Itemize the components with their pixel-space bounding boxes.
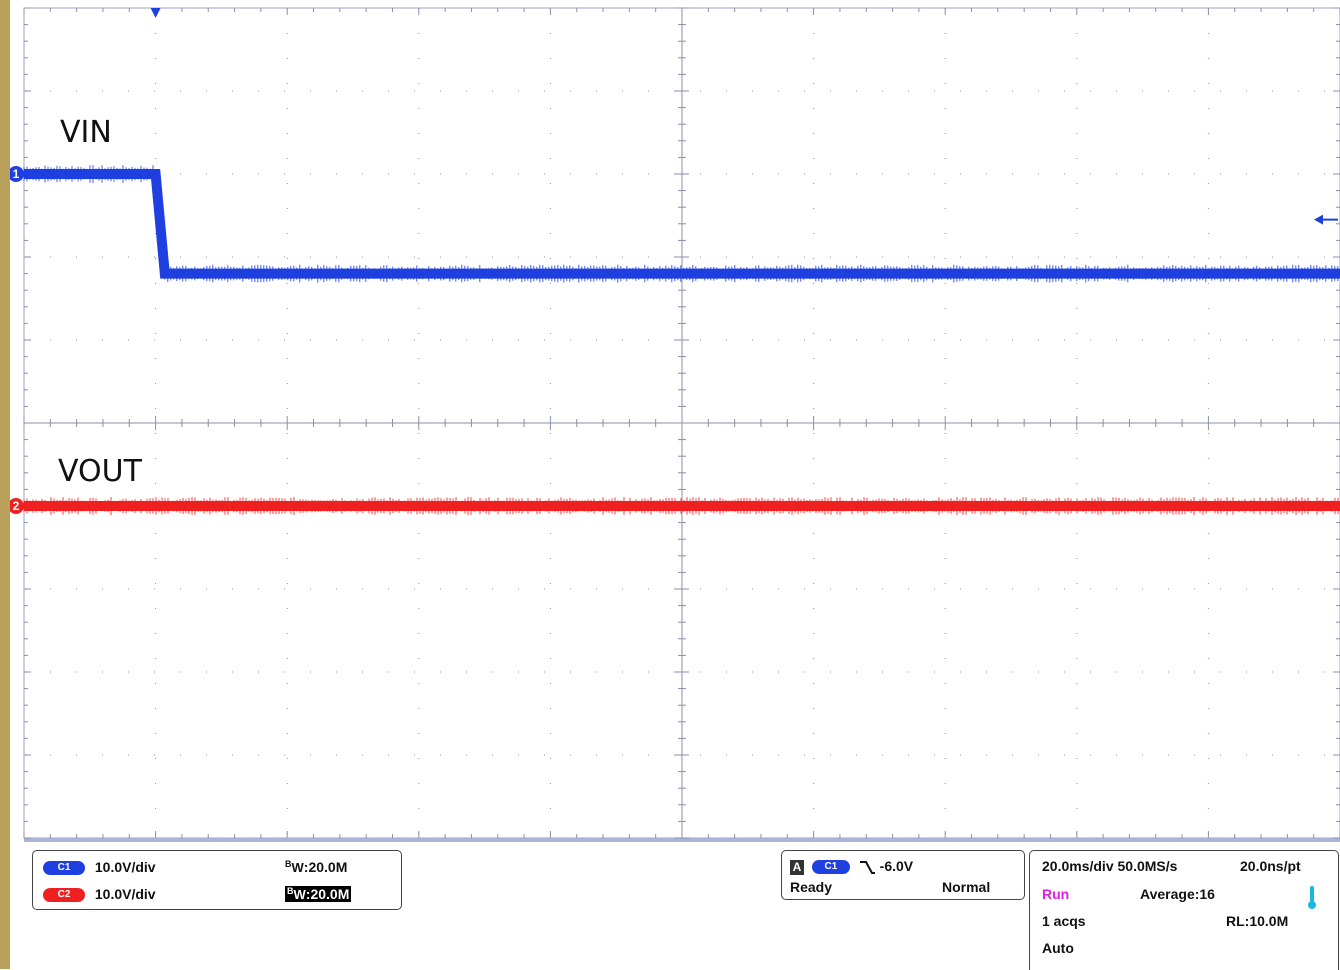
graticule [23, 7, 1340, 842]
trace-label-vin: VIN [60, 115, 112, 150]
channel-panel: C1 10.0V/div BW:20.0M C2 10.0V/div BW:20… [32, 850, 402, 910]
trigger-source-badge[interactable]: C1 [811, 860, 850, 875]
acquisition-count: 1 acqs [1042, 913, 1086, 929]
traces [23, 165, 1340, 515]
waveform-display: 12 VIN VOUT [10, 7, 1340, 842]
channel-scale-c1: 10.0V/div [94, 859, 156, 875]
average-count: Average:16 [1140, 886, 1215, 902]
graticule-bottom-bar [24, 838, 1340, 842]
timebase: 20.0ms/div [1042, 858, 1114, 874]
resolution: 20.0ns/pt [1240, 858, 1301, 874]
trigger-status: Ready [790, 879, 833, 895]
record-length: RL:10.0M [1226, 913, 1289, 929]
left-rail [0, 0, 10, 969]
channel-row-1[interactable]: C1 10.0V/div [43, 859, 156, 876]
trigger-level-arrowhead [1314, 214, 1323, 225]
trigger-a-box: A [790, 860, 804, 875]
run-state[interactable]: Run [1042, 886, 1070, 902]
trigger-position-marker [150, 8, 161, 18]
sample-rate: 50.0MS/s [1117, 858, 1178, 874]
channel-marker-label: 2 [13, 499, 20, 513]
thermometer-icon [1308, 886, 1316, 909]
channel-marker-1 [10, 166, 24, 182]
channel-badge-c1[interactable]: C1 [43, 861, 85, 876]
trigger-panel[interactable]: A C1 -6.0V Ready Normal [781, 850, 1025, 900]
channel-marker-2 [10, 498, 24, 514]
channel-badge-c2[interactable]: C2 [43, 888, 85, 903]
bandwidth-c2: BW:20.0M [285, 886, 352, 902]
acquisition-panel[interactable]: 20.0ms/div 50.0MS/s 20.0ns/pt Run Averag… [1029, 850, 1339, 970]
trace-label-vout: VOUT [58, 454, 143, 489]
channel-row-2[interactable]: C2 10.0V/div [43, 886, 156, 903]
bandwidth-c1: BW:20.0M [285, 859, 348, 875]
markers: 12 [10, 8, 1338, 514]
trigger-mode: Normal [942, 879, 991, 895]
channel-marker-label: 1 [13, 167, 20, 181]
auto-mode: Auto [1042, 940, 1074, 956]
falling-edge-icon [859, 861, 875, 875]
channel-scale-c2: 10.0V/div [94, 886, 156, 902]
trigger-level: -6.0V [879, 858, 914, 874]
